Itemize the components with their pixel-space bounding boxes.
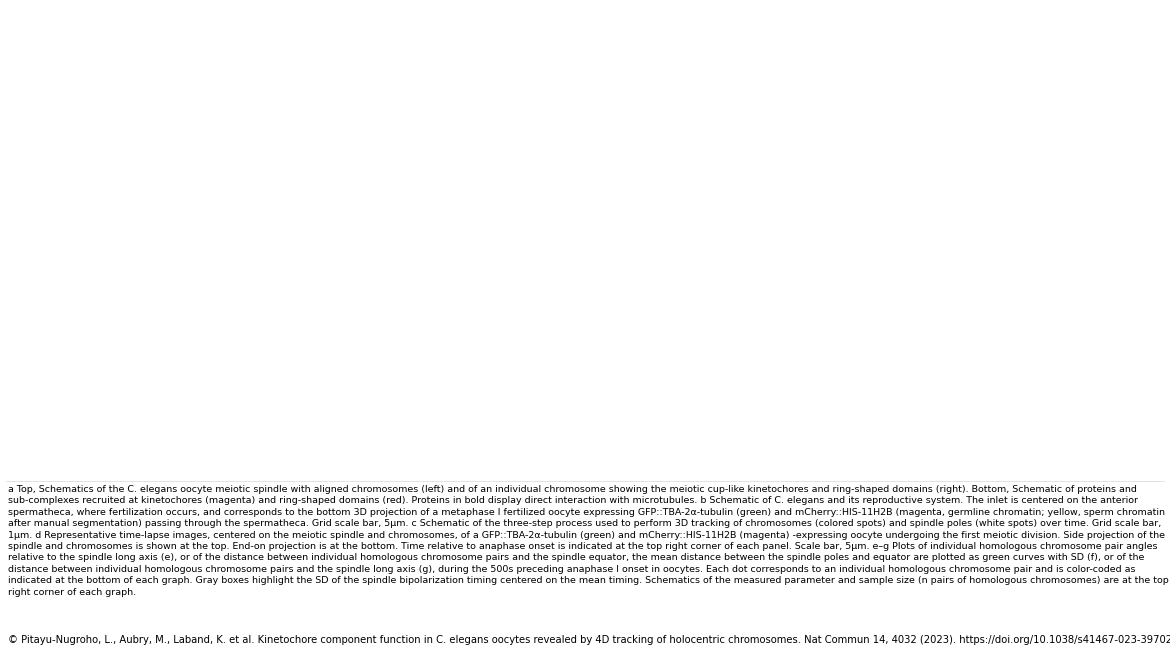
Text: a Top, Schematics of the C. elegans oocyte meiotic spindle with aligned chromoso: a Top, Schematics of the C. elegans oocy… [8, 485, 1169, 597]
Text: © Pitayu-Nugroho, L., Aubry, M., Laband, K. et al. Kinetochore component functio: © Pitayu-Nugroho, L., Aubry, M., Laband,… [8, 635, 1170, 645]
